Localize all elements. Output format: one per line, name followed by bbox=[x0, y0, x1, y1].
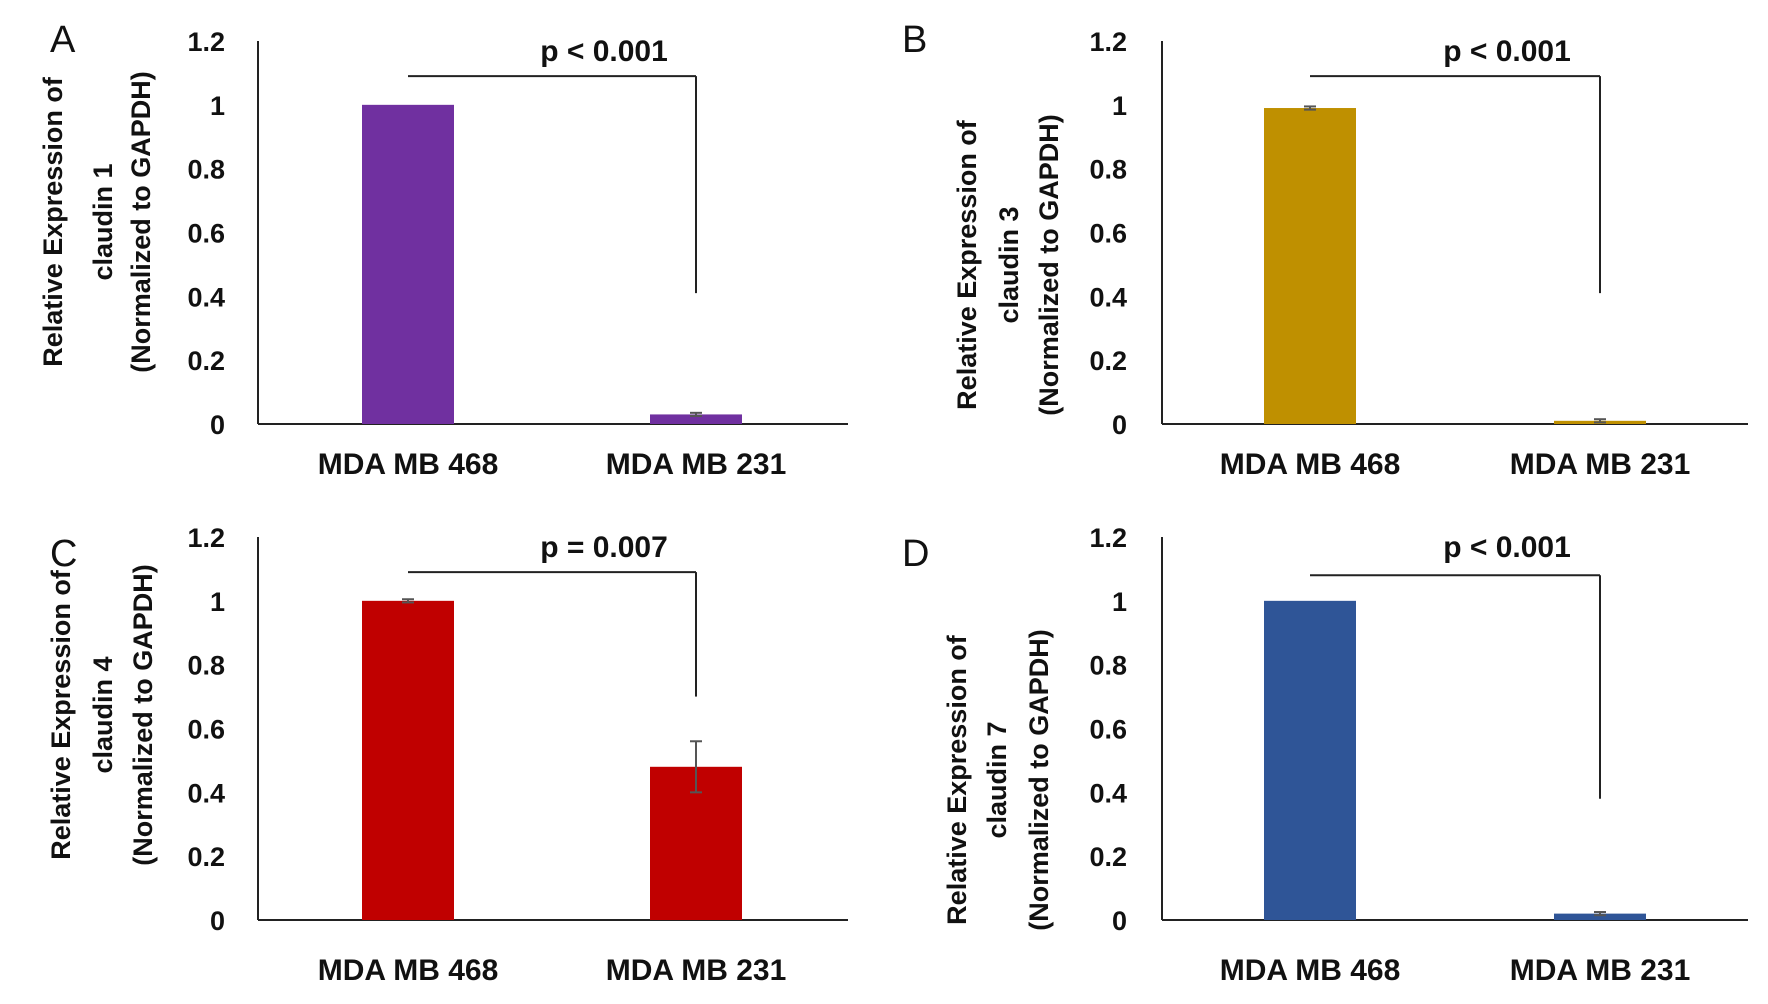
y-tick-label: 0.8 bbox=[187, 651, 225, 681]
y-tick-label: 0 bbox=[1112, 906, 1127, 936]
y-tick-label: 0.8 bbox=[1089, 155, 1127, 185]
y-tick-label: 0.4 bbox=[1089, 282, 1127, 312]
y-tick-label: 0 bbox=[210, 906, 225, 936]
category-label: MDA MB 468 bbox=[318, 448, 499, 481]
y-axis-label-line: (Normalized to GAPDH) bbox=[128, 564, 158, 866]
y-tick-label: 0.6 bbox=[1089, 715, 1127, 745]
category-label: MDA MB 468 bbox=[1220, 448, 1401, 481]
category-label: MDA MB 231 bbox=[1510, 954, 1691, 987]
p-value-annotation: p < 0.001 bbox=[1443, 35, 1571, 68]
panel-b: B 0 0.2 0.4 0.6 0.8 1 1.2 Relative Expression of… bbox=[902, 19, 1748, 481]
y-axis-label-line: Relative Expression of bbox=[46, 569, 76, 860]
y-tick-label: 1 bbox=[1112, 91, 1127, 121]
y-tick-label: 0.6 bbox=[187, 219, 225, 249]
y-tick-label: 0.2 bbox=[187, 842, 225, 872]
y-axis-label-line: claudin 7 bbox=[982, 721, 1012, 838]
panel-letter: A bbox=[50, 19, 76, 61]
y-axis-label-line: Relative Expression of bbox=[38, 76, 68, 367]
bar bbox=[1554, 913, 1646, 920]
y-tick-label: 1 bbox=[1112, 587, 1127, 617]
bar bbox=[362, 104, 454, 424]
y-tick-label: 1 bbox=[210, 587, 225, 617]
y-tick-label: 0.4 bbox=[1089, 778, 1127, 808]
y-tick-label: 0.6 bbox=[187, 715, 225, 745]
panel-letter: C bbox=[50, 533, 77, 575]
y-axis-label-line: (Normalized to GAPDH) bbox=[1024, 629, 1054, 931]
y-tick-label: 0.8 bbox=[1089, 651, 1127, 681]
p-value-annotation: p = 0.007 bbox=[540, 531, 668, 564]
p-value-annotation: p < 0.001 bbox=[540, 35, 668, 68]
y-tick-label: 0.8 bbox=[187, 155, 225, 185]
category-label: MDA MB 231 bbox=[606, 448, 787, 481]
y-tick-label: 0 bbox=[210, 410, 225, 440]
panel-a: A 0 0.2 0.4 0.6 0.8 1 1.2 Relative Expression of… bbox=[38, 19, 848, 481]
category-label: MDA MB 231 bbox=[606, 954, 787, 987]
y-tick-label: 1.2 bbox=[187, 27, 225, 57]
y-axis-label-line: claudin 1 bbox=[88, 163, 118, 280]
y-axis-label-line: claudin 3 bbox=[994, 206, 1024, 323]
panel-d: D 0 0.2 0.4 0.6 0.8 1 1.2 Relative Expression of… bbox=[902, 523, 1748, 987]
y-tick-label: 1 bbox=[210, 91, 225, 121]
bar bbox=[650, 414, 742, 424]
category-label: MDA MB 468 bbox=[318, 954, 499, 987]
y-tick-label: 1.2 bbox=[1089, 27, 1127, 57]
y-tick-label: 0.2 bbox=[187, 346, 225, 376]
y-axis-label-line: Relative Expression of bbox=[942, 634, 972, 925]
y-tick-label: 1.2 bbox=[187, 523, 225, 553]
panel-c: C 0 0.2 0.4 0.6 0.8 1 1.2 Relative Expression of… bbox=[46, 523, 848, 987]
p-value-annotation: p < 0.001 bbox=[1443, 531, 1571, 564]
y-tick-label: 0 bbox=[1112, 410, 1127, 440]
y-axis-label-line: Relative Expression of bbox=[952, 119, 982, 410]
bar bbox=[362, 600, 454, 920]
y-tick-label: 0.2 bbox=[1089, 842, 1127, 872]
y-tick-label: 0.2 bbox=[1089, 346, 1127, 376]
y-axis-label-line: claudin 4 bbox=[88, 656, 118, 773]
y-tick-label: 1.2 bbox=[1089, 523, 1127, 553]
category-label: MDA MB 231 bbox=[1510, 448, 1691, 481]
bar bbox=[1264, 108, 1356, 425]
panel-letter: D bbox=[902, 533, 929, 575]
y-tick-label: 0.4 bbox=[187, 778, 225, 808]
category-label: MDA MB 468 bbox=[1220, 954, 1401, 987]
y-axis-label-line: (Normalized to GAPDH) bbox=[126, 71, 156, 373]
y-tick-label: 0.4 bbox=[187, 282, 225, 312]
y-axis-label-line: (Normalized to GAPDH) bbox=[1034, 114, 1064, 416]
panel-letter: B bbox=[902, 19, 927, 61]
y-tick-label: 0.6 bbox=[1089, 219, 1127, 249]
bar bbox=[1264, 600, 1356, 920]
